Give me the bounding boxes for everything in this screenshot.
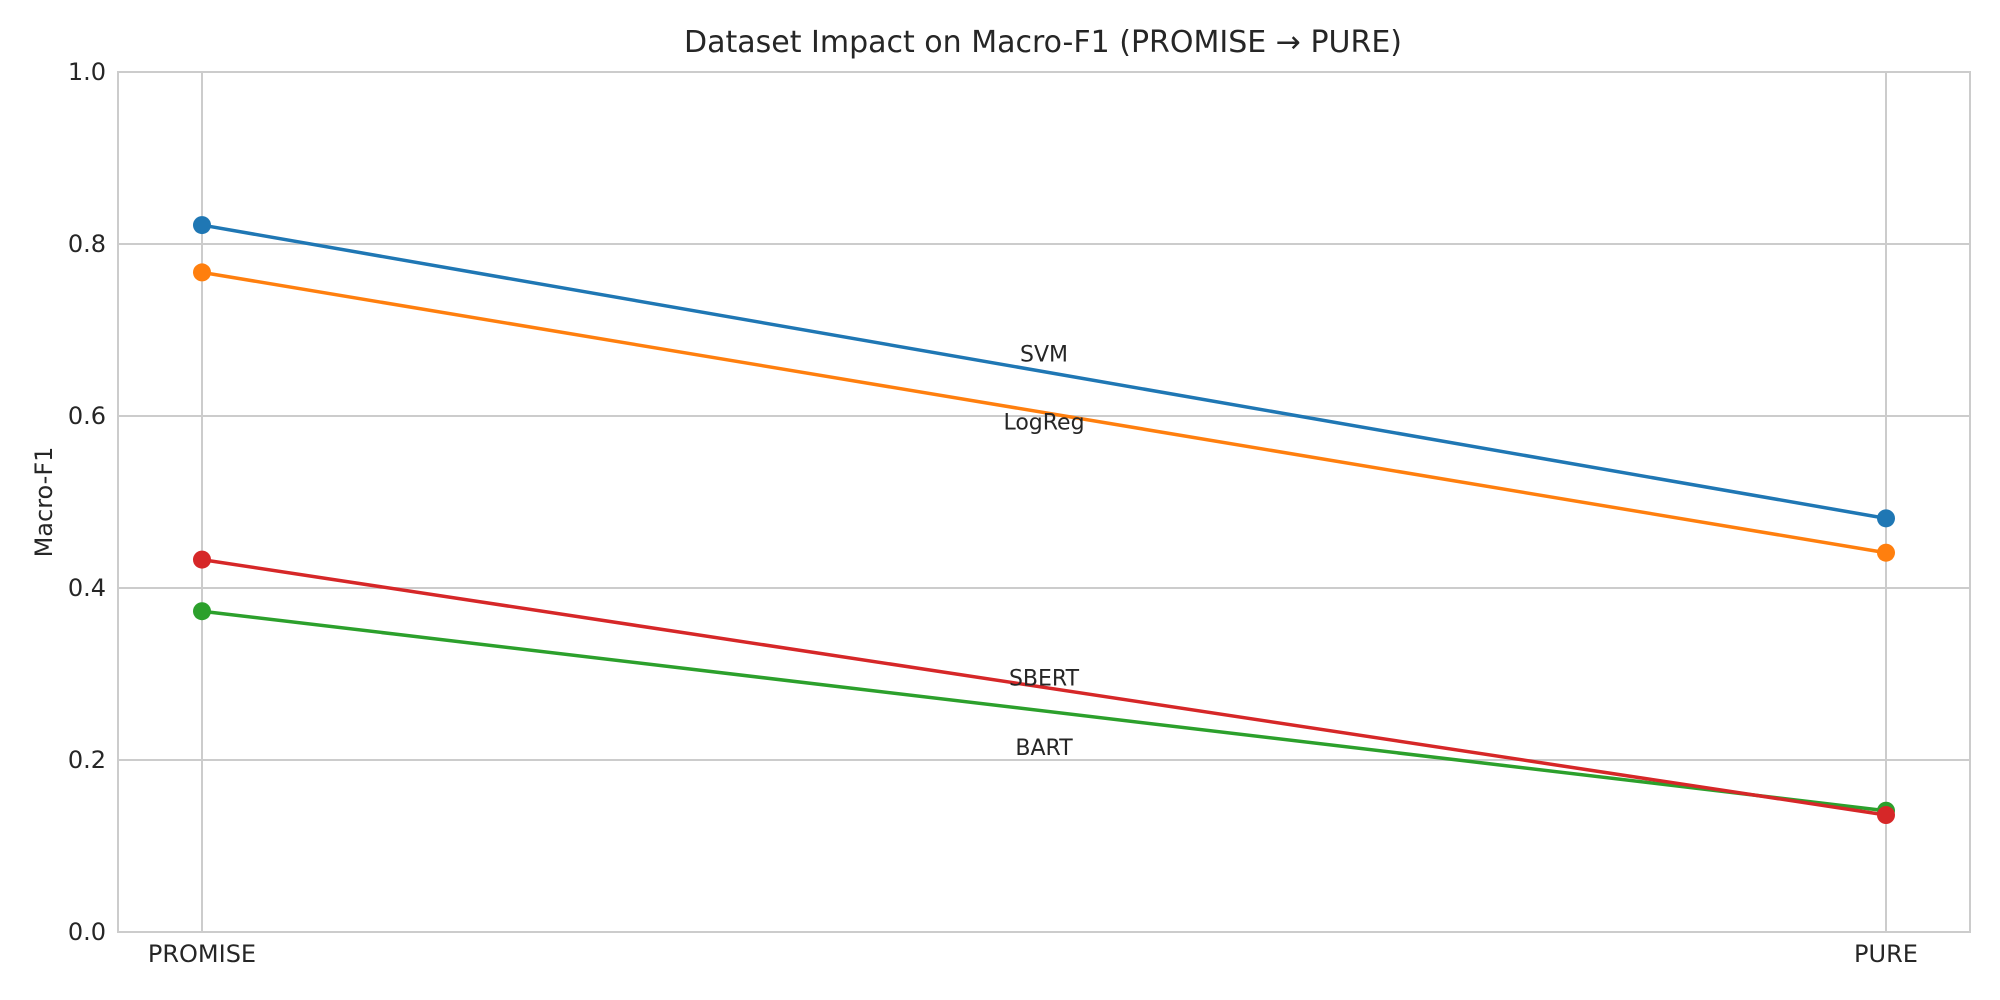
series-logreg (193, 263, 1895, 562)
grid-lines (118, 71, 1970, 933)
data-point (193, 550, 211, 569)
series-bart (193, 602, 1895, 820)
x-tick-label: PROMISE (148, 940, 256, 968)
series-label: SVM (1020, 343, 1068, 368)
series-lines (193, 216, 1895, 825)
y-tick-label: 0.0 (68, 918, 106, 946)
y-tick-label: 0.6 (68, 402, 106, 430)
y-tick-labels: 0.0 0.2 0.4 0.6 0.8 1.0 (68, 58, 106, 946)
series-line (201, 223, 1887, 521)
x-tick-label: PURE (1854, 940, 1918, 968)
series-svm (193, 216, 1895, 528)
y-tick-label: 0.4 (68, 574, 106, 602)
data-point (193, 602, 211, 621)
series-line (201, 270, 1887, 555)
x-tick-labels: PROMISE PURE (148, 940, 1918, 968)
chart-title: Dataset Impact on Macro-F1 (PROMISE → PU… (684, 25, 1402, 60)
data-point (1877, 806, 1895, 825)
data-point (1877, 509, 1895, 528)
series-label: LogReg (1003, 411, 1084, 436)
series-label: BART (1015, 736, 1073, 761)
series-labels: SVM LogReg BART SBERT (1003, 343, 1084, 761)
data-point (193, 216, 211, 235)
series-sbert (193, 550, 1895, 825)
data-point (193, 263, 211, 282)
y-tick-label: 0.8 (68, 230, 106, 258)
y-tick-label: 0.2 (68, 746, 106, 774)
y-axis-label: Macro-F1 (30, 447, 58, 558)
plot-frame (117, 71, 1971, 933)
series-line (201, 557, 1887, 817)
y-tick-label: 1.0 (68, 58, 106, 86)
data-point (1877, 543, 1895, 562)
series-label: SBERT (1009, 666, 1080, 691)
series-line (201, 609, 1887, 813)
